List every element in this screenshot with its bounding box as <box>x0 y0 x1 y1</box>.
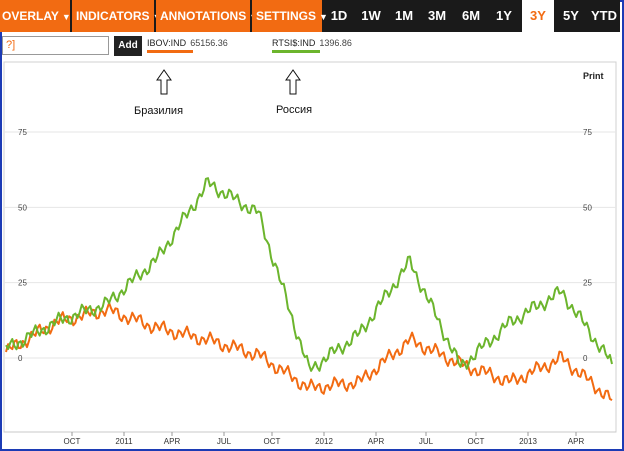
y-tick-label-right: 0 <box>583 354 588 363</box>
chart-toolbar: OVERLAY▼ INDICATORS▼ ANNOTATIONS▼ SETTIN… <box>0 0 620 32</box>
period-1m[interactable]: 1M <box>394 8 414 23</box>
x-tick-label: APR <box>164 437 181 446</box>
y-tick-label-left: 0 <box>18 354 23 363</box>
indicators-menu-label: INDICATORS <box>76 9 150 23</box>
series-line-ibov <box>5 302 613 402</box>
legend-ibov-symbol: IBOV:IND <box>147 38 187 48</box>
arrow-up-icon <box>156 69 172 95</box>
period-1w[interactable]: 1W <box>361 8 381 23</box>
period-3y[interactable]: 3Y <box>522 0 554 32</box>
x-tick-label: 2013 <box>519 437 537 446</box>
x-tick-label: APR <box>368 437 385 446</box>
chevron-down-icon: ▼ <box>61 12 71 22</box>
settings-menu-label: SETTINGS <box>256 9 317 23</box>
y-tick-label-right: 75 <box>583 128 592 137</box>
y-tick-label-left: 25 <box>18 279 27 288</box>
annotations-menu-label: ANNOTATIONS <box>160 9 247 23</box>
period-ytd[interactable]: YTD <box>591 8 617 23</box>
period-6m[interactable]: 6M <box>461 8 481 23</box>
x-tick-label: 2011 <box>115 437 133 446</box>
series-line-rtsi <box>5 177 613 372</box>
x-axis-labels: OCT 2011 APR JUL OCT 2012 APR JUL OCT 2013 APR <box>64 432 585 446</box>
print-link[interactable]: Print <box>583 71 604 81</box>
add-button[interactable]: Add <box>114 36 142 56</box>
legend-rtsi-value: 1396.86 <box>319 38 352 48</box>
chart-lines <box>5 177 613 402</box>
chevron-down-icon: ▼ <box>319 12 328 22</box>
annotations-menu[interactable]: ANNOTATIONS▼ <box>156 0 258 32</box>
legend-ibov: IBOV:IND 65156.36 <box>147 38 228 48</box>
x-tick-label: 2012 <box>315 437 333 446</box>
y-tick-label-right: 50 <box>583 203 592 212</box>
symbol-input[interactable]: ?] <box>2 36 109 55</box>
period-5y[interactable]: 5Y <box>563 8 579 23</box>
y-tick-label-right: 25 <box>583 279 592 288</box>
legend-rtsi: RTSI$:IND 1396.86 <box>272 38 352 48</box>
y-tick-label-left: 75 <box>18 128 27 137</box>
x-tick-label: JUL <box>419 437 434 446</box>
annotation-russia: Россия <box>276 104 313 116</box>
legend-ibov-swatch <box>147 50 193 53</box>
legend-rtsi-symbol: RTSI$:IND <box>272 38 316 48</box>
overlay-menu[interactable]: OVERLAY ▼ <box>0 0 71 32</box>
period-1d[interactable]: 1D <box>330 8 348 23</box>
x-tick-label: OCT <box>64 437 81 446</box>
period-3m[interactable]: 3M <box>427 8 447 23</box>
indicators-menu[interactable]: INDICATORS▼ <box>72 0 161 32</box>
legend-rtsi-swatch <box>272 50 320 53</box>
chart-grid <box>3 61 617 433</box>
period-1y[interactable]: 1Y <box>496 8 512 23</box>
x-tick-label: OCT <box>468 437 485 446</box>
arrow-up-icon <box>285 69 301 95</box>
x-tick-label: APR <box>568 437 585 446</box>
annotation-brazil: Бразилия <box>134 105 184 117</box>
settings-menu[interactable]: SETTINGS ▼ <box>252 0 328 32</box>
y-axis-labels: 75 75 50 50 25 25 0 0 <box>18 128 592 363</box>
x-tick-label: OCT <box>264 437 281 446</box>
plot-area <box>3 61 617 433</box>
overlay-menu-label: OVERLAY <box>2 9 59 23</box>
y-tick-label-left: 50 <box>18 203 27 212</box>
x-tick-label: JUL <box>217 437 232 446</box>
legend-ibov-value: 65156.36 <box>190 38 228 48</box>
